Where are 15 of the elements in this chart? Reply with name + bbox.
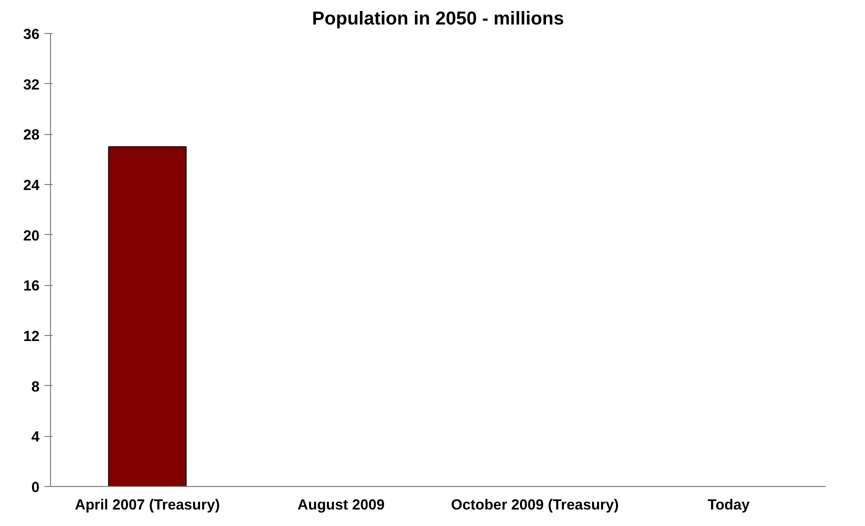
x-tick-label: April 2007 (Treasury) [74,498,220,514]
x-tick-label: August 2009 [298,498,385,514]
y-tick-label: 36 [23,27,40,43]
y-tick-label: 0 [31,480,40,496]
y-tick-label: 8 [31,379,40,396]
y-tick-label: 4 [31,430,40,446]
chart-title: Population in 2050 - millions [312,8,564,28]
x-tick-label: Today [708,498,751,514]
y-tick-label: 16 [23,278,40,295]
x-tick-label: October 2009 (Treasury) [450,498,619,514]
y-tick-label: 12 [23,329,40,345]
y-tick-label: 28 [23,128,40,144]
y-tick-label: 24 [23,178,40,194]
y-tick-label: 20 [23,228,40,244]
y-tick-label: 32 [23,77,40,94]
